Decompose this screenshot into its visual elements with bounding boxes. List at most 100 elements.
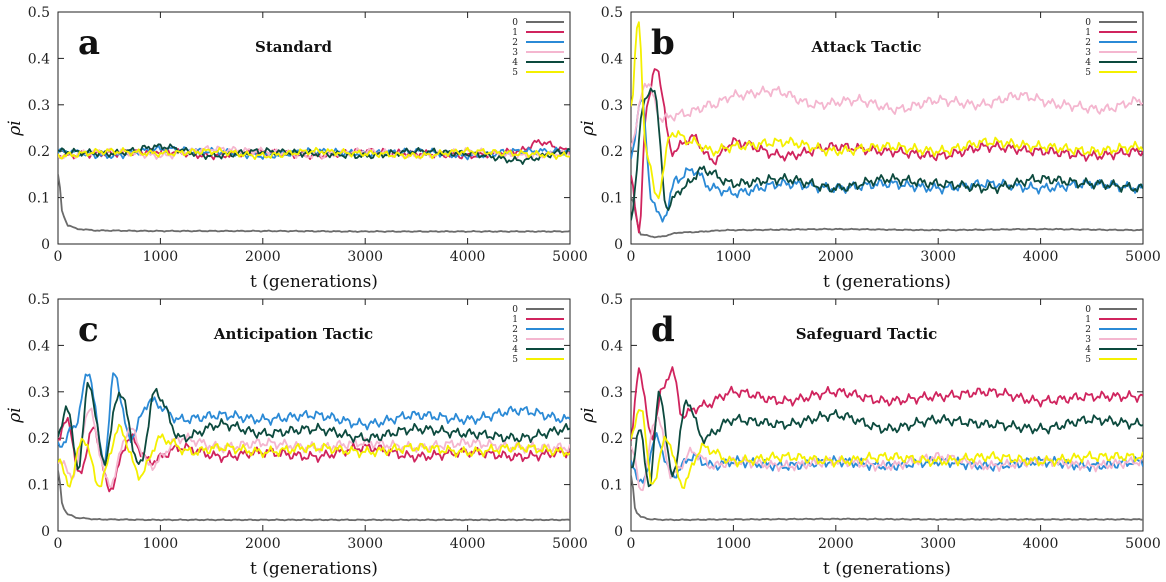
series-line-0 <box>58 470 570 522</box>
x-tick-label: 1000 <box>716 249 752 265</box>
series-line-2 <box>631 99 1143 223</box>
legend-label: 3 <box>512 335 518 345</box>
y-tick-label: 0.2 <box>28 431 50 447</box>
series-line-5 <box>58 146 570 161</box>
x-tick-label: 5000 <box>552 536 588 552</box>
x-tick-label: 2000 <box>245 536 281 552</box>
y-tick-label: 0.2 <box>601 431 623 447</box>
y-tick-label: 0.3 <box>601 385 623 401</box>
y-tick-label: 0.2 <box>28 144 50 160</box>
y-tick-label: 0.1 <box>601 191 623 207</box>
legend-label: 4 <box>512 345 518 355</box>
y-tick-label: 0.5 <box>28 292 50 308</box>
plot-frame <box>57 11 571 245</box>
legend-label: 1 <box>512 28 518 38</box>
x-tick-label: 5000 <box>1125 249 1161 265</box>
series-line-5 <box>58 423 570 488</box>
legend-label: 3 <box>1085 335 1091 345</box>
series-line-5 <box>631 409 1143 490</box>
legend-label: 1 <box>1085 315 1091 325</box>
legend-label: 0 <box>512 305 518 315</box>
x-tick-label: 1000 <box>716 536 752 552</box>
y-tick-label: 0.4 <box>28 338 50 354</box>
x-tick-label: 0 <box>627 249 636 265</box>
x-axis-label: t (generations) <box>823 272 951 292</box>
panel-title: Standard <box>255 38 332 56</box>
x-tick-label: 4000 <box>1023 536 1059 552</box>
x-axis-label: t (generations) <box>250 272 378 292</box>
x-tick-label: 0 <box>54 536 63 552</box>
series-line-1 <box>631 68 1143 234</box>
series-group <box>631 366 1143 522</box>
panel-letter: b <box>651 23 675 63</box>
y-axis-label: ρi <box>5 407 25 423</box>
legend-label: 2 <box>512 325 518 335</box>
series-line-4 <box>631 390 1143 488</box>
y-axis-label: ρi <box>578 120 598 136</box>
panel-b: 0 1000 2000 3000 4000 5000 0 0.1 0.2 0.3 0.4 0.5 t (… <box>578 5 1161 292</box>
y-tick-label: 0 <box>614 524 623 540</box>
x-axis-label: t (generations) <box>823 559 951 579</box>
y-tick-label: 0 <box>41 524 50 540</box>
y-tick-label: 0 <box>41 237 50 253</box>
x-tick-label: 0 <box>627 536 636 552</box>
x-axis-label: t (generations) <box>250 559 378 579</box>
series-line-4 <box>631 87 1143 221</box>
y-tick-label: 0.1 <box>28 478 50 494</box>
x-tick-label: 4000 <box>450 249 486 265</box>
legend-label: 2 <box>512 38 518 48</box>
y-axis-label: ρi <box>578 407 598 423</box>
series-line-1 <box>631 366 1143 441</box>
series-line-3 <box>58 407 570 488</box>
legend-label: 0 <box>512 18 518 28</box>
x-tick-label: 1000 <box>143 249 179 265</box>
legend-label: 1 <box>1085 28 1091 38</box>
y-tick-label: 0.1 <box>28 191 50 207</box>
legend-label: 0 <box>1085 18 1091 28</box>
series-line-2 <box>58 372 570 466</box>
y-tick-label: 0.3 <box>601 98 623 114</box>
legend-label: 4 <box>1085 58 1091 68</box>
y-tick-label: 0.1 <box>601 478 623 494</box>
series-line-0 <box>631 475 1143 522</box>
panel-letter: d <box>651 310 675 350</box>
x-tick-label: 5000 <box>552 249 588 265</box>
legend-label: 3 <box>512 48 518 58</box>
x-tick-label: 2000 <box>818 249 854 265</box>
series-group <box>631 21 1143 239</box>
series-line-4 <box>58 381 570 471</box>
panel-c: 0 1000 2000 3000 4000 5000 0 0.1 0.2 0.3 0.4 0.5 t (… <box>5 292 588 579</box>
x-tick-label: 2000 <box>818 536 854 552</box>
legend-label: 4 <box>1085 345 1091 355</box>
x-tick-label: 5000 <box>1125 536 1161 552</box>
legend-label: 1 <box>512 315 518 325</box>
panel-d: 0 1000 2000 3000 4000 5000 0 0.1 0.2 0.3 0.4 0.5 t (… <box>578 292 1161 579</box>
y-tick-label: 0.5 <box>601 5 623 21</box>
y-tick-label: 0.4 <box>28 51 50 67</box>
series-line-0 <box>631 196 1143 239</box>
series-line-5 <box>631 21 1143 200</box>
y-tick-label: 0.3 <box>28 98 50 114</box>
y-axis-label: ρi <box>5 120 25 136</box>
x-tick-label: 3000 <box>347 249 383 265</box>
legend-label: 5 <box>512 355 518 365</box>
y-tick-label: 0.2 <box>601 144 623 160</box>
panel-title: Anticipation Tactic <box>213 325 373 343</box>
panel-title: Attack Tactic <box>810 38 921 56</box>
x-tick-label: 2000 <box>245 249 281 265</box>
x-tick-label: 0 <box>54 249 63 265</box>
panel-letter: a <box>78 23 100 63</box>
plot-frame <box>630 298 1144 532</box>
legend-label: 3 <box>1085 48 1091 58</box>
y-tick-label: 0.5 <box>28 5 50 21</box>
series-group <box>58 372 570 522</box>
x-tick-label: 3000 <box>347 536 383 552</box>
x-tick-label: 4000 <box>1023 249 1059 265</box>
y-tick-label: 0.5 <box>601 292 623 308</box>
series-line-4 <box>58 143 570 165</box>
